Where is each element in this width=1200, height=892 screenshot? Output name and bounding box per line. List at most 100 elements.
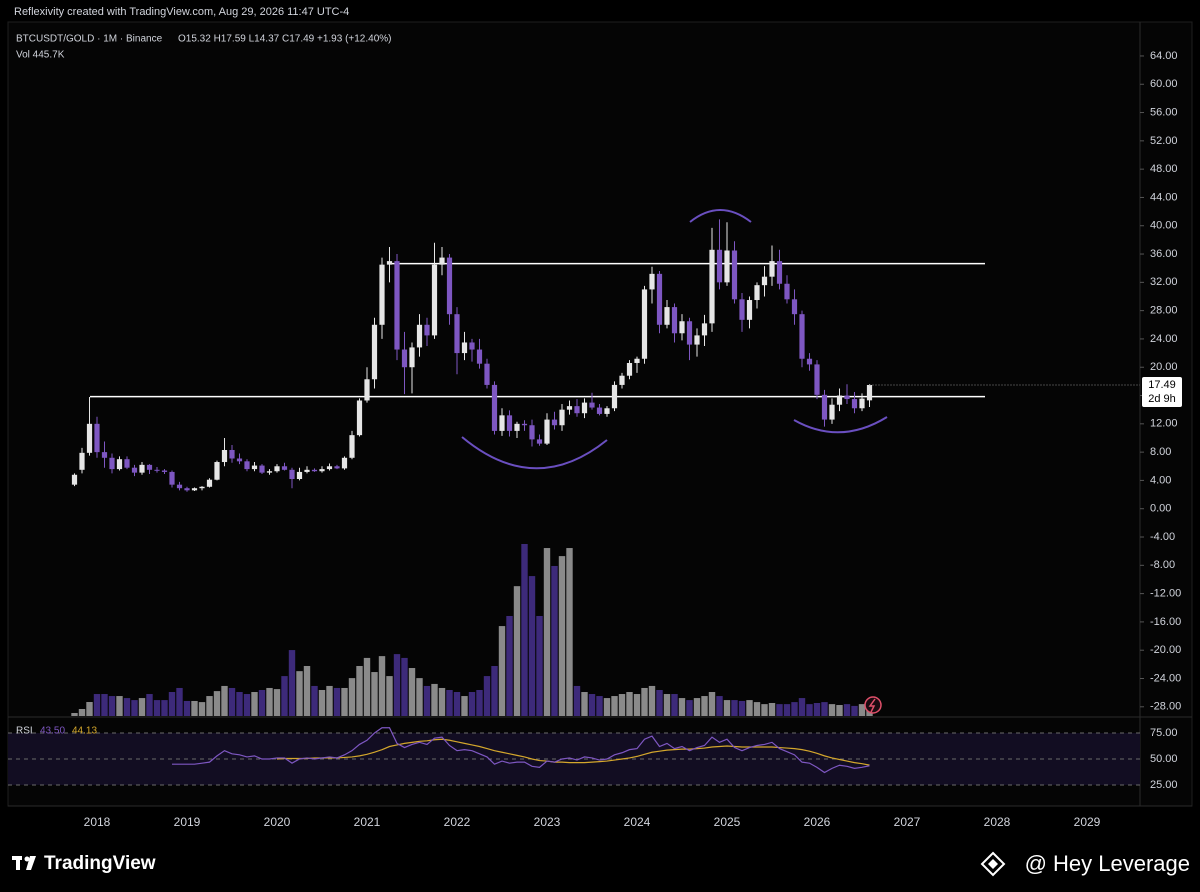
y-tick-label: 20.00 <box>1150 361 1178 373</box>
y-tick-label: 8.00 <box>1150 446 1171 458</box>
rsi-value: 43.50 <box>40 726 65 737</box>
volume-bar <box>341 687 348 716</box>
volume-bar <box>528 576 536 716</box>
y-tick-label: -4.00 <box>1150 531 1175 543</box>
volume-bar <box>536 615 543 716</box>
candle-body <box>596 407 603 414</box>
volume-bar <box>611 696 618 716</box>
x-tick-label: 2028 <box>984 815 1011 829</box>
alert-icon[interactable] <box>864 696 882 714</box>
candle-body <box>619 375 625 385</box>
volume-bar <box>513 586 521 716</box>
candle-body <box>716 249 723 283</box>
volume-bar <box>191 700 198 716</box>
volume-bar <box>86 702 93 716</box>
candle-body <box>724 250 730 283</box>
volume-bar <box>206 696 213 716</box>
volume-bar <box>746 700 753 716</box>
volume-bar <box>153 700 161 716</box>
volume-bar <box>213 691 221 716</box>
candle-body <box>229 450 235 459</box>
candle-body <box>859 398 865 409</box>
candle-body <box>469 342 475 350</box>
candle-body <box>221 450 228 463</box>
volume-bar <box>243 694 251 716</box>
candle-body <box>634 358 640 363</box>
rsi-line <box>172 727 870 774</box>
volume-bar <box>116 696 123 716</box>
volume-bar <box>836 705 843 716</box>
rsi-tick-label: 75.00 <box>1150 727 1178 739</box>
volume-bar <box>633 694 641 716</box>
volume-bar <box>491 665 498 716</box>
symbol-info: BTCUSDT/GOLD · 1M · Binance <box>16 34 163 45</box>
volume-bar <box>176 687 183 716</box>
volume-bar <box>783 704 791 716</box>
candle-body <box>94 423 100 453</box>
volume-bar <box>131 700 138 716</box>
rsi-tick-label: 50.00 <box>1150 753 1178 765</box>
x-tick-label: 2026 <box>804 815 831 829</box>
candle-body <box>529 425 535 440</box>
candle-body <box>371 324 378 380</box>
x-tick-label: 2025 <box>714 815 741 829</box>
volume-bar <box>663 694 671 716</box>
volume-bar <box>813 702 821 716</box>
volume-bar <box>138 698 146 716</box>
logo-part <box>26 856 36 870</box>
candle-body <box>386 261 393 265</box>
candle-body <box>341 457 348 469</box>
volume-bar <box>828 704 836 716</box>
candle-body <box>86 423 93 453</box>
candle-body <box>649 273 655 290</box>
y-tick-label: 28.00 <box>1150 305 1178 317</box>
volume-bar <box>371 672 378 716</box>
y-tick-label: 12.00 <box>1150 418 1178 430</box>
candle-body <box>836 395 843 405</box>
candle-body <box>311 469 318 472</box>
volume-bar <box>791 702 798 716</box>
candle-body <box>701 323 708 336</box>
candle-body <box>866 384 873 401</box>
candle-body <box>559 409 565 426</box>
y-tick-label: 52.00 <box>1150 135 1178 147</box>
candle-body <box>799 314 805 359</box>
candle-body <box>641 289 648 359</box>
x-tick-label: 2021 <box>354 815 381 829</box>
volume-info: Vol 445.7K <box>16 50 65 61</box>
volume-bar <box>446 689 453 716</box>
y-tick-label: -8.00 <box>1150 559 1175 571</box>
candle-body <box>431 264 438 336</box>
candle-body <box>739 299 745 320</box>
volume-bar <box>648 685 656 716</box>
volume-bar <box>626 692 633 716</box>
volume-bar <box>401 657 408 716</box>
candle-body <box>356 400 363 436</box>
volume-bar <box>416 678 423 716</box>
candle-body <box>589 402 595 408</box>
volume-bar <box>851 705 858 716</box>
candle-body <box>776 261 783 284</box>
plot-layer: -28.00 -24.00 -20.00 -16.00 -12.00 -8.00 -4.00… <box>8 50 1182 829</box>
y-tick-label: 32.00 <box>1150 276 1178 288</box>
candle-body <box>784 283 790 300</box>
x-tick-label: 2027 <box>894 815 921 829</box>
created-note: Reflexivity created with TradingView.com… <box>14 6 349 18</box>
candle-body <box>379 264 385 325</box>
candle-body <box>461 342 468 354</box>
y-tick-label: -24.00 <box>1150 672 1181 684</box>
shoulder-annotation <box>793 416 888 434</box>
candle-body <box>604 408 610 414</box>
candle-body <box>424 324 430 336</box>
y-tick-label: 64.00 <box>1150 50 1178 62</box>
candle-body <box>349 435 355 458</box>
volume-bar <box>708 692 716 716</box>
credit: @ Hey Leverage <box>1025 851 1190 876</box>
x-tick-label: 2019 <box>174 815 201 829</box>
volume-bar <box>273 689 281 716</box>
volume-bar <box>266 687 273 716</box>
logo-part <box>24 856 30 862</box>
candle-body <box>101 452 108 458</box>
volume-bar <box>348 678 356 716</box>
